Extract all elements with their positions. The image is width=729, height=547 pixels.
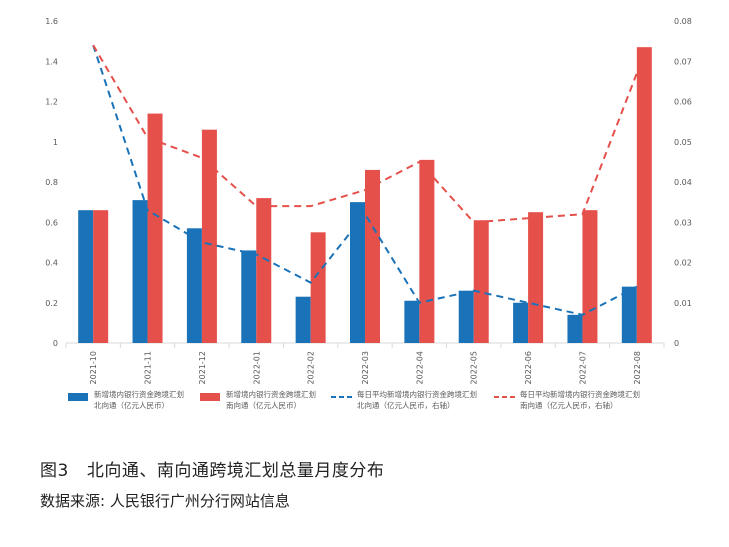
legend-label-line1: 新增境内银行资金跨境汇划 bbox=[226, 389, 316, 399]
data-source: 数据来源: 人民银行广州分行网站信息 bbox=[40, 492, 290, 510]
x-tick-label: 2021-10 bbox=[89, 351, 98, 384]
y-right-tick-label: 0.04 bbox=[674, 178, 692, 187]
legend-label-line2: 南向通（亿元人民币） bbox=[226, 400, 301, 410]
y-left-tick-label: 1.2 bbox=[45, 98, 58, 107]
y-left-tick-label: 1 bbox=[53, 138, 58, 147]
chart-legend: 新增境内银行资金跨境汇划北向通（亿元人民币）新增境内银行资金跨境汇划南向通（亿元… bbox=[68, 389, 640, 410]
x-tick-label: 2022-03 bbox=[361, 351, 370, 384]
bar-northbound bbox=[186, 228, 202, 343]
x-tick-label: 2022-04 bbox=[415, 351, 424, 384]
bar-northbound bbox=[404, 300, 420, 343]
bar-southbound bbox=[256, 198, 272, 343]
bar-southbound bbox=[473, 220, 489, 343]
y-right-tick-label: 0.05 bbox=[674, 138, 692, 147]
bar-southbound bbox=[310, 232, 326, 343]
bar-northbound bbox=[458, 290, 474, 343]
figure-number: 图3 bbox=[40, 461, 69, 481]
bar-northbound bbox=[513, 302, 529, 343]
figure-title: 北向通、南向通跨境汇划总量月度分布 bbox=[86, 461, 385, 481]
y-left-tick-label: 0 bbox=[53, 339, 58, 348]
x-tick-label: 2021-12 bbox=[198, 351, 207, 384]
legend-label-line1: 每日平均新增境内银行资金跨境汇划 bbox=[520, 389, 640, 399]
bar-southbound bbox=[528, 212, 544, 343]
figure-caption: 图3 北向通、南向通跨境汇划总量月度分布 bbox=[40, 456, 384, 481]
bar-southbound bbox=[419, 159, 435, 343]
legend-label-line2: 北向通（亿元人民币） bbox=[94, 400, 169, 410]
x-tick-label: 2022-01 bbox=[252, 351, 261, 384]
bar-northbound bbox=[78, 210, 94, 343]
legend-label-line2: 北向通（亿元人民币，右轴） bbox=[357, 400, 455, 410]
x-tick-label: 2022-08 bbox=[633, 351, 642, 384]
legend-swatch bbox=[200, 393, 220, 401]
y-left-tick-label: 0.4 bbox=[45, 259, 58, 268]
y-left-tick-label: 0.6 bbox=[45, 218, 58, 227]
y-right-tick-label: 0.07 bbox=[674, 57, 692, 66]
y-left-tick-label: 0.8 bbox=[45, 178, 58, 187]
x-tick-label: 2022-05 bbox=[470, 351, 479, 384]
x-tick-label: 2022-06 bbox=[524, 351, 533, 384]
legend-label-line1: 每日平均新增境内银行资金跨境汇划 bbox=[357, 389, 477, 399]
legend-label-line2: 南向通（亿元人民币，右轴） bbox=[520, 400, 618, 410]
y-right-tick-label: 0.01 bbox=[674, 299, 692, 308]
bar-southbound bbox=[582, 210, 598, 343]
legend-label-line1: 新增境内银行资金跨境汇划 bbox=[94, 389, 184, 399]
x-tick-label: 2021-11 bbox=[144, 351, 153, 384]
bar-southbound bbox=[636, 47, 652, 343]
combo-chart: 0 0.2 0.4 0.6 0.8 1 1.2 1.4 1.6 0 0.01 0.02 0.03 0.04… bbox=[45, 17, 692, 410]
y-left-tick-label: 1.6 bbox=[45, 17, 58, 26]
bar-southbound bbox=[147, 113, 163, 343]
y-right-tick-label: 0.06 bbox=[674, 98, 692, 107]
y-left-tick-label: 0.2 bbox=[45, 299, 58, 308]
y-right-tick-label: 0.02 bbox=[674, 259, 692, 268]
bar-northbound bbox=[241, 250, 257, 343]
bar-northbound bbox=[567, 314, 583, 343]
legend-swatch bbox=[68, 393, 88, 401]
x-tick-label: 2022-07 bbox=[578, 351, 587, 384]
bar-southbound bbox=[93, 210, 109, 343]
y-left-tick-label: 1.4 bbox=[45, 57, 58, 66]
bar-northbound bbox=[132, 200, 148, 343]
chart-axes: 0 0.2 0.4 0.6 0.8 1 1.2 1.4 1.6 0 0.01 0.02 0.03 0.04… bbox=[45, 17, 692, 384]
y-right-tick-label: 0.08 bbox=[674, 17, 692, 26]
x-tick-label: 2022-02 bbox=[307, 351, 316, 384]
bar-northbound bbox=[295, 296, 311, 343]
bar-northbound bbox=[350, 202, 365, 343]
bar-southbound bbox=[365, 169, 380, 343]
y-right-tick-label: 0 bbox=[674, 339, 679, 348]
line-southbound-daily-avg bbox=[92, 44, 638, 224]
chart-bars bbox=[78, 47, 652, 343]
line-northbound-daily-avg bbox=[92, 44, 638, 316]
chart-lines bbox=[92, 44, 638, 316]
y-right-tick-label: 0.03 bbox=[674, 218, 692, 227]
bar-northbound bbox=[621, 286, 637, 343]
bar-southbound bbox=[201, 129, 217, 343]
